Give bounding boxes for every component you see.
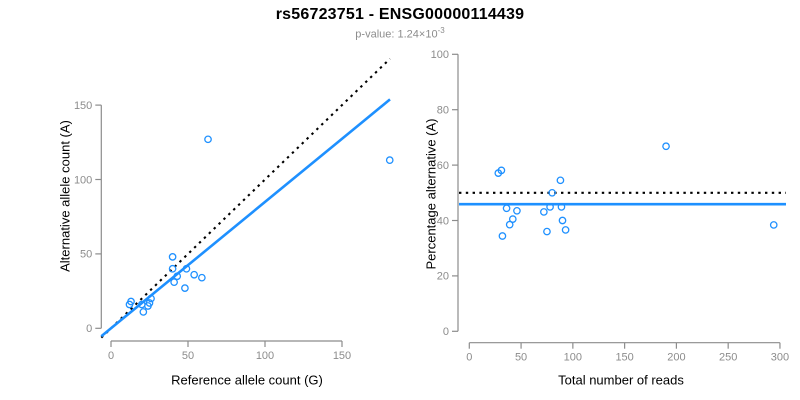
data-point — [498, 232, 507, 240]
data-point — [181, 284, 189, 292]
p-value-text: p-value: 1.24×10 — [355, 28, 438, 41]
x-tick-label: 150 — [333, 350, 351, 362]
data-point — [173, 272, 182, 281]
x-tick-label: 100 — [256, 350, 274, 362]
x-tick-label: 50 — [515, 352, 527, 364]
x-tick-label: 100 — [564, 352, 582, 364]
right-y-axis-title: Percentage alternative (A) — [423, 118, 439, 270]
x-tick-label: 250 — [719, 352, 737, 364]
panel-right: 0 20 40 60 80 100 0 50 100 150 200 250 300 — [431, 49, 789, 364]
regression-line — [100, 98, 391, 338]
data-point — [769, 221, 778, 229]
page-title: rs56723751 - ENSG00000114439 — [275, 6, 525, 23]
y-tick-label: 150 — [74, 100, 92, 112]
data-point — [127, 297, 135, 306]
x-tick-label: 0 — [108, 350, 114, 362]
data-point — [662, 142, 670, 151]
x-tick-label: 200 — [667, 352, 685, 364]
data-point — [168, 253, 177, 261]
data-point — [145, 299, 154, 307]
data-point — [385, 156, 394, 165]
data-point — [558, 216, 567, 225]
data-point — [540, 208, 548, 216]
right-x-axis-title: Total number of reads — [558, 372, 684, 388]
x-tick-label: 300 — [771, 352, 789, 364]
data-point — [546, 203, 554, 211]
data-point — [139, 308, 148, 316]
y-tick-label: 0 — [86, 323, 92, 335]
p-value-exponent: -3 — [437, 26, 445, 35]
y-tick-label: 100 — [74, 174, 92, 186]
data-point — [508, 215, 517, 223]
y-tick-label: 80 — [437, 105, 449, 117]
data-point — [502, 204, 511, 213]
left-y-axis-title: Alternative allele count (A) — [57, 120, 73, 272]
y-tick-label: 60 — [437, 160, 449, 172]
data-point — [513, 206, 521, 215]
x-tick-label: 150 — [615, 352, 633, 364]
y-tick-label: 0 — [443, 326, 449, 338]
identity-line — [100, 57, 391, 339]
y-tick-label: 20 — [437, 271, 449, 283]
p-value-subtitle: p-value: 1.24×10-3 — [0, 26, 800, 41]
data-point — [190, 270, 199, 279]
data-point — [198, 273, 206, 282]
panel-left: 0 50 100 150 0 50 100 150 — [74, 57, 394, 362]
data-point — [548, 188, 556, 197]
data-point — [147, 294, 155, 303]
y-tick-label: 40 — [437, 215, 449, 227]
data-point — [170, 278, 178, 287]
data-point — [556, 176, 565, 185]
x-tick-label: 0 — [466, 352, 472, 364]
data-point — [543, 227, 551, 236]
data-point — [505, 220, 514, 229]
data-point — [557, 203, 566, 211]
data-point — [497, 166, 506, 175]
y-tick-label: 100 — [431, 49, 449, 61]
data-point — [168, 264, 177, 273]
left-x-axis-title: Reference allele count (G) — [171, 372, 323, 388]
data-point — [204, 135, 212, 144]
data-point — [561, 226, 570, 234]
x-tick-label: 50 — [182, 350, 194, 362]
data-point — [182, 264, 191, 273]
y-tick-label: 50 — [80, 249, 92, 261]
